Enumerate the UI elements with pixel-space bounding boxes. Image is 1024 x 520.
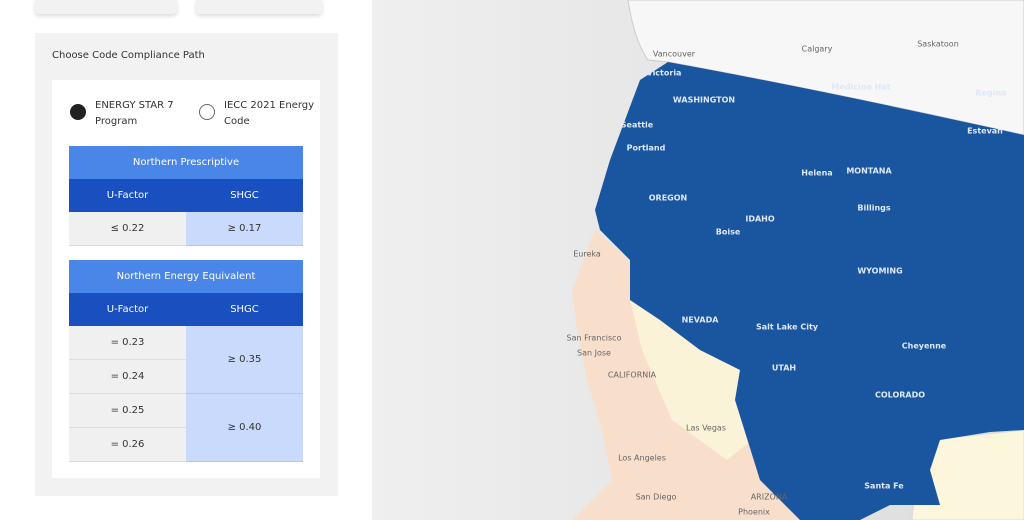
map-label: COLORADO <box>875 391 925 400</box>
map-label: Saskatoon <box>917 40 959 49</box>
u-factor-cell: = 0.24 <box>69 360 186 394</box>
map-label: MONTANA <box>846 167 892 176</box>
map-label: San Diego <box>636 493 677 502</box>
map-label: Victoria <box>647 69 682 78</box>
map-label: WYOMING <box>857 267 902 276</box>
map-label: Seattle <box>621 121 654 130</box>
table-header: U-Factor <box>69 179 186 212</box>
table-header: SHGC <box>186 179 303 212</box>
panel-title: Choose Code Compliance Path <box>52 50 205 61</box>
map-label: Cheyenne <box>902 342 947 351</box>
map-label: Las Vegas <box>686 424 726 433</box>
shgc-cell: ≥ 0.35 <box>186 326 303 394</box>
map-label: Calgary <box>802 45 833 54</box>
map-label: NEVADA <box>682 316 720 325</box>
table-header: SHGC <box>186 293 303 326</box>
card <box>35 0 177 14</box>
climate-zone-northern[interactable] <box>595 62 1024 520</box>
radio[interactable] <box>199 104 215 120</box>
map-label: Vancouver <box>653 50 696 59</box>
table-title: Northern Energy Equivalent <box>69 260 303 293</box>
map-label: ARIZONA <box>751 493 788 502</box>
map-label: San Francisco <box>567 334 622 343</box>
nevada <box>630 300 752 460</box>
map-label: OREGON <box>649 194 688 203</box>
u-factor-cell: = 0.23 <box>69 326 186 360</box>
map-label: Eureka <box>573 250 601 259</box>
map-label: CALIFORNIA <box>608 371 657 380</box>
map-label: Medicine Hat <box>831 83 890 92</box>
u-factor-cell: = 0.25 <box>69 394 186 428</box>
map: Vancouver Calgary Saskatoon Victoria Medicin… <box>372 0 1024 520</box>
shgc-cell: ≥ 0.40 <box>186 394 303 462</box>
map-label: Salt Lake City <box>756 323 819 332</box>
map-label: Estevan <box>967 127 1003 136</box>
map-label: Boise <box>716 228 741 237</box>
sidebar: Choose Code Compliance Path ENERGY STAR … <box>0 0 372 520</box>
shgc-cell: ≥ 0.17 <box>186 212 303 246</box>
radio[interactable] <box>70 104 86 120</box>
map-label: IDAHO <box>745 215 775 224</box>
map-label: Los Angeles <box>618 454 666 463</box>
u-factor-cell: ≤ 0.22 <box>69 212 186 246</box>
map-label: Billings <box>857 204 890 213</box>
table-title: Northern Prescriptive <box>69 146 303 179</box>
map-label: UTAH <box>772 364 796 373</box>
map-label: WASHINGTON <box>673 96 735 105</box>
map-label: Phoenix <box>738 508 770 517</box>
u-factor-cell: = 0.26 <box>69 428 186 462</box>
option-label[interactable]: IECC 2021 Energy Code <box>224 100 315 127</box>
map-label: Helena <box>801 169 832 178</box>
option-label[interactable]: ENERGY STAR 7 Program <box>95 100 174 127</box>
table-header: U-Factor <box>69 293 186 326</box>
panel-body: ENERGY STAR 7 Program IECC 2021 Energy C… <box>52 80 320 478</box>
map-label: Santa Fe <box>864 482 904 491</box>
map-label: Portland <box>627 144 666 153</box>
map-label: Regina <box>975 89 1006 98</box>
compliance-panel: Choose Code Compliance Path ENERGY STAR … <box>35 33 338 496</box>
card <box>196 0 322 14</box>
map-label: San Jose <box>577 349 611 358</box>
